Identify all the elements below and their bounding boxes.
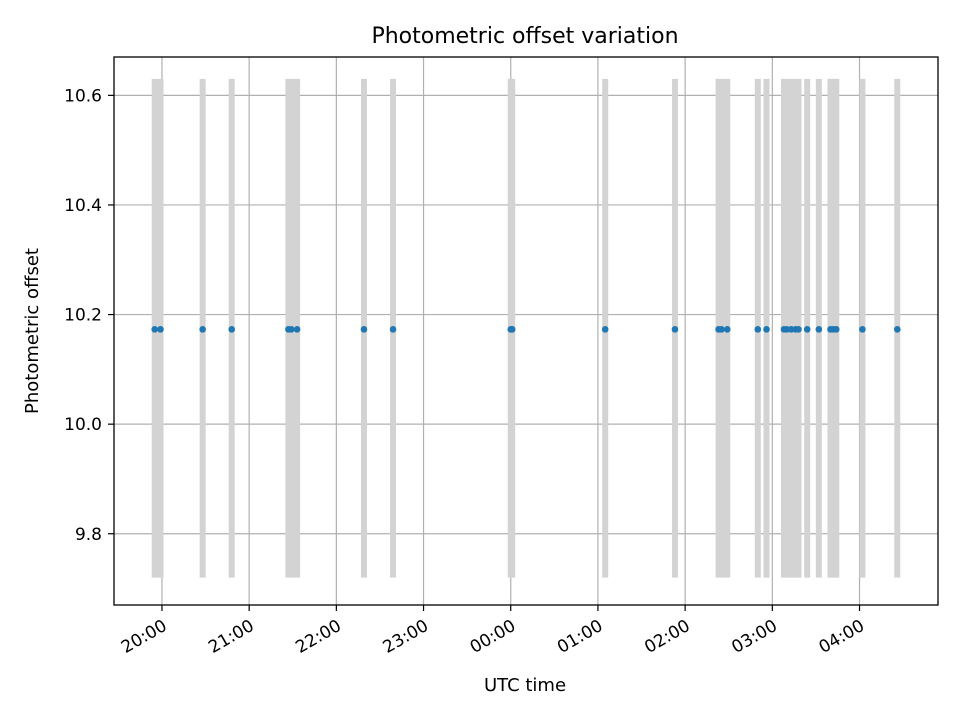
y-tick-label: 10.6 — [64, 86, 102, 106]
x-tick-label: 02:00 — [641, 616, 693, 658]
data-point — [293, 326, 301, 333]
data-point — [157, 326, 164, 333]
x-tick-label: 21:00 — [205, 616, 257, 658]
data-point — [859, 326, 866, 333]
data-point — [894, 326, 901, 333]
x-tick-label: 04:00 — [816, 616, 868, 658]
data-point — [671, 326, 679, 333]
data-point — [601, 326, 609, 333]
data-point — [723, 326, 731, 333]
y-axis-label: Photometric offset — [22, 248, 43, 414]
data-point — [763, 326, 770, 333]
x-axis-label: UTC time — [484, 675, 566, 696]
x-tick-label: 03:00 — [728, 616, 780, 658]
data-point — [832, 326, 840, 333]
data-point — [803, 326, 811, 333]
data-point — [199, 326, 206, 333]
x-tick-label: 23:00 — [380, 616, 432, 658]
data-point — [508, 326, 516, 333]
y-tick-label: 10.2 — [64, 306, 102, 326]
x-tick-label: 20:00 — [118, 616, 170, 658]
x-tick-label: 01:00 — [554, 616, 606, 658]
plot-frame — [113, 56, 939, 606]
data-point — [815, 326, 823, 333]
x-axis-ticks: 20:00 21:00 22:00 23:00 00:00 01:00 02:00 03:00… — [118, 605, 868, 658]
data-point — [360, 326, 368, 333]
data-point — [151, 326, 158, 333]
data-point — [795, 326, 802, 333]
y-tick-label: 10.4 — [64, 196, 102, 216]
grid-lines — [114, 57, 938, 605]
data-point — [287, 326, 295, 333]
data-point — [228, 326, 236, 333]
data-point — [718, 326, 725, 333]
y-tick-label: 9.8 — [75, 525, 102, 545]
data-point — [754, 326, 762, 333]
data-point — [389, 326, 397, 333]
data-points — [151, 326, 901, 333]
x-tick-label: 00:00 — [467, 616, 519, 658]
chart-title: Photometric offset variation — [371, 24, 678, 49]
y-tick-label: 10.0 — [64, 415, 102, 435]
x-tick-label: 22:00 — [292, 616, 344, 658]
y-axis-ticks: 9.8 10.0 10.2 10.4 10.6 — [64, 86, 114, 545]
